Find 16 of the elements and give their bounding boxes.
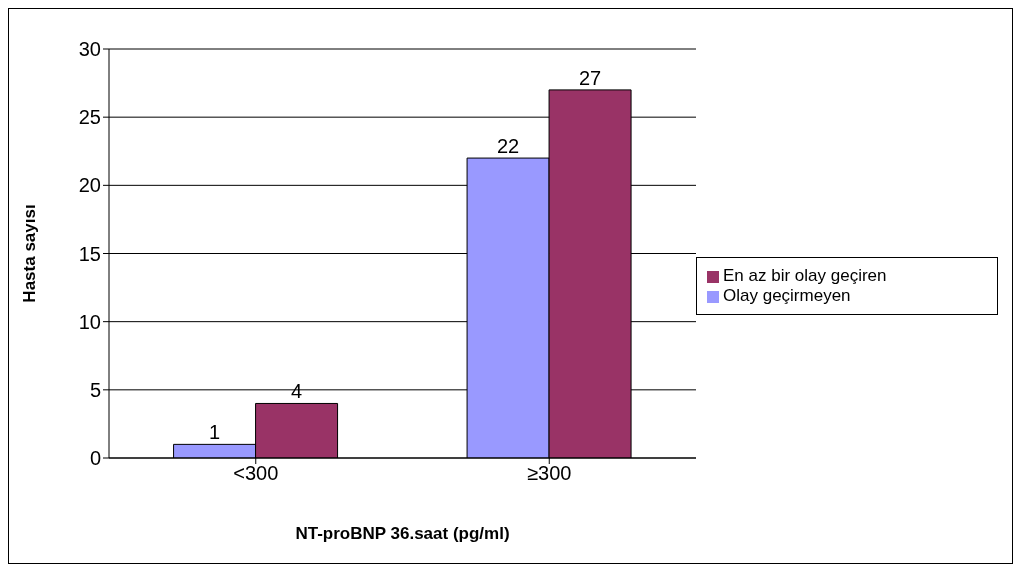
data-label: 22 [496,135,520,158]
y-tick-label: 0 [89,447,101,470]
y-tick-label: 15 [78,242,101,265]
x-axis-title: NT-proBNP 36.saat (pg/ml) [295,524,510,543]
x-tick-label: ≥300 [527,462,572,485]
y-axis-title: Hasta sayısı [20,204,40,303]
y-tick-label: 5 [89,378,101,401]
legend-label: Olay geçirmeyen [723,286,851,305]
data-label: 1 [209,421,221,444]
x-tick-label: <300 [233,462,279,485]
legend-label: En az bir olay geçiren [723,266,887,285]
y-tick-label: 25 [78,106,101,129]
y-tick-label: 30 [78,38,101,61]
y-tick-label: 10 [78,310,101,333]
data-label: 27 [578,66,602,89]
y-tick-label: 20 [78,174,101,197]
